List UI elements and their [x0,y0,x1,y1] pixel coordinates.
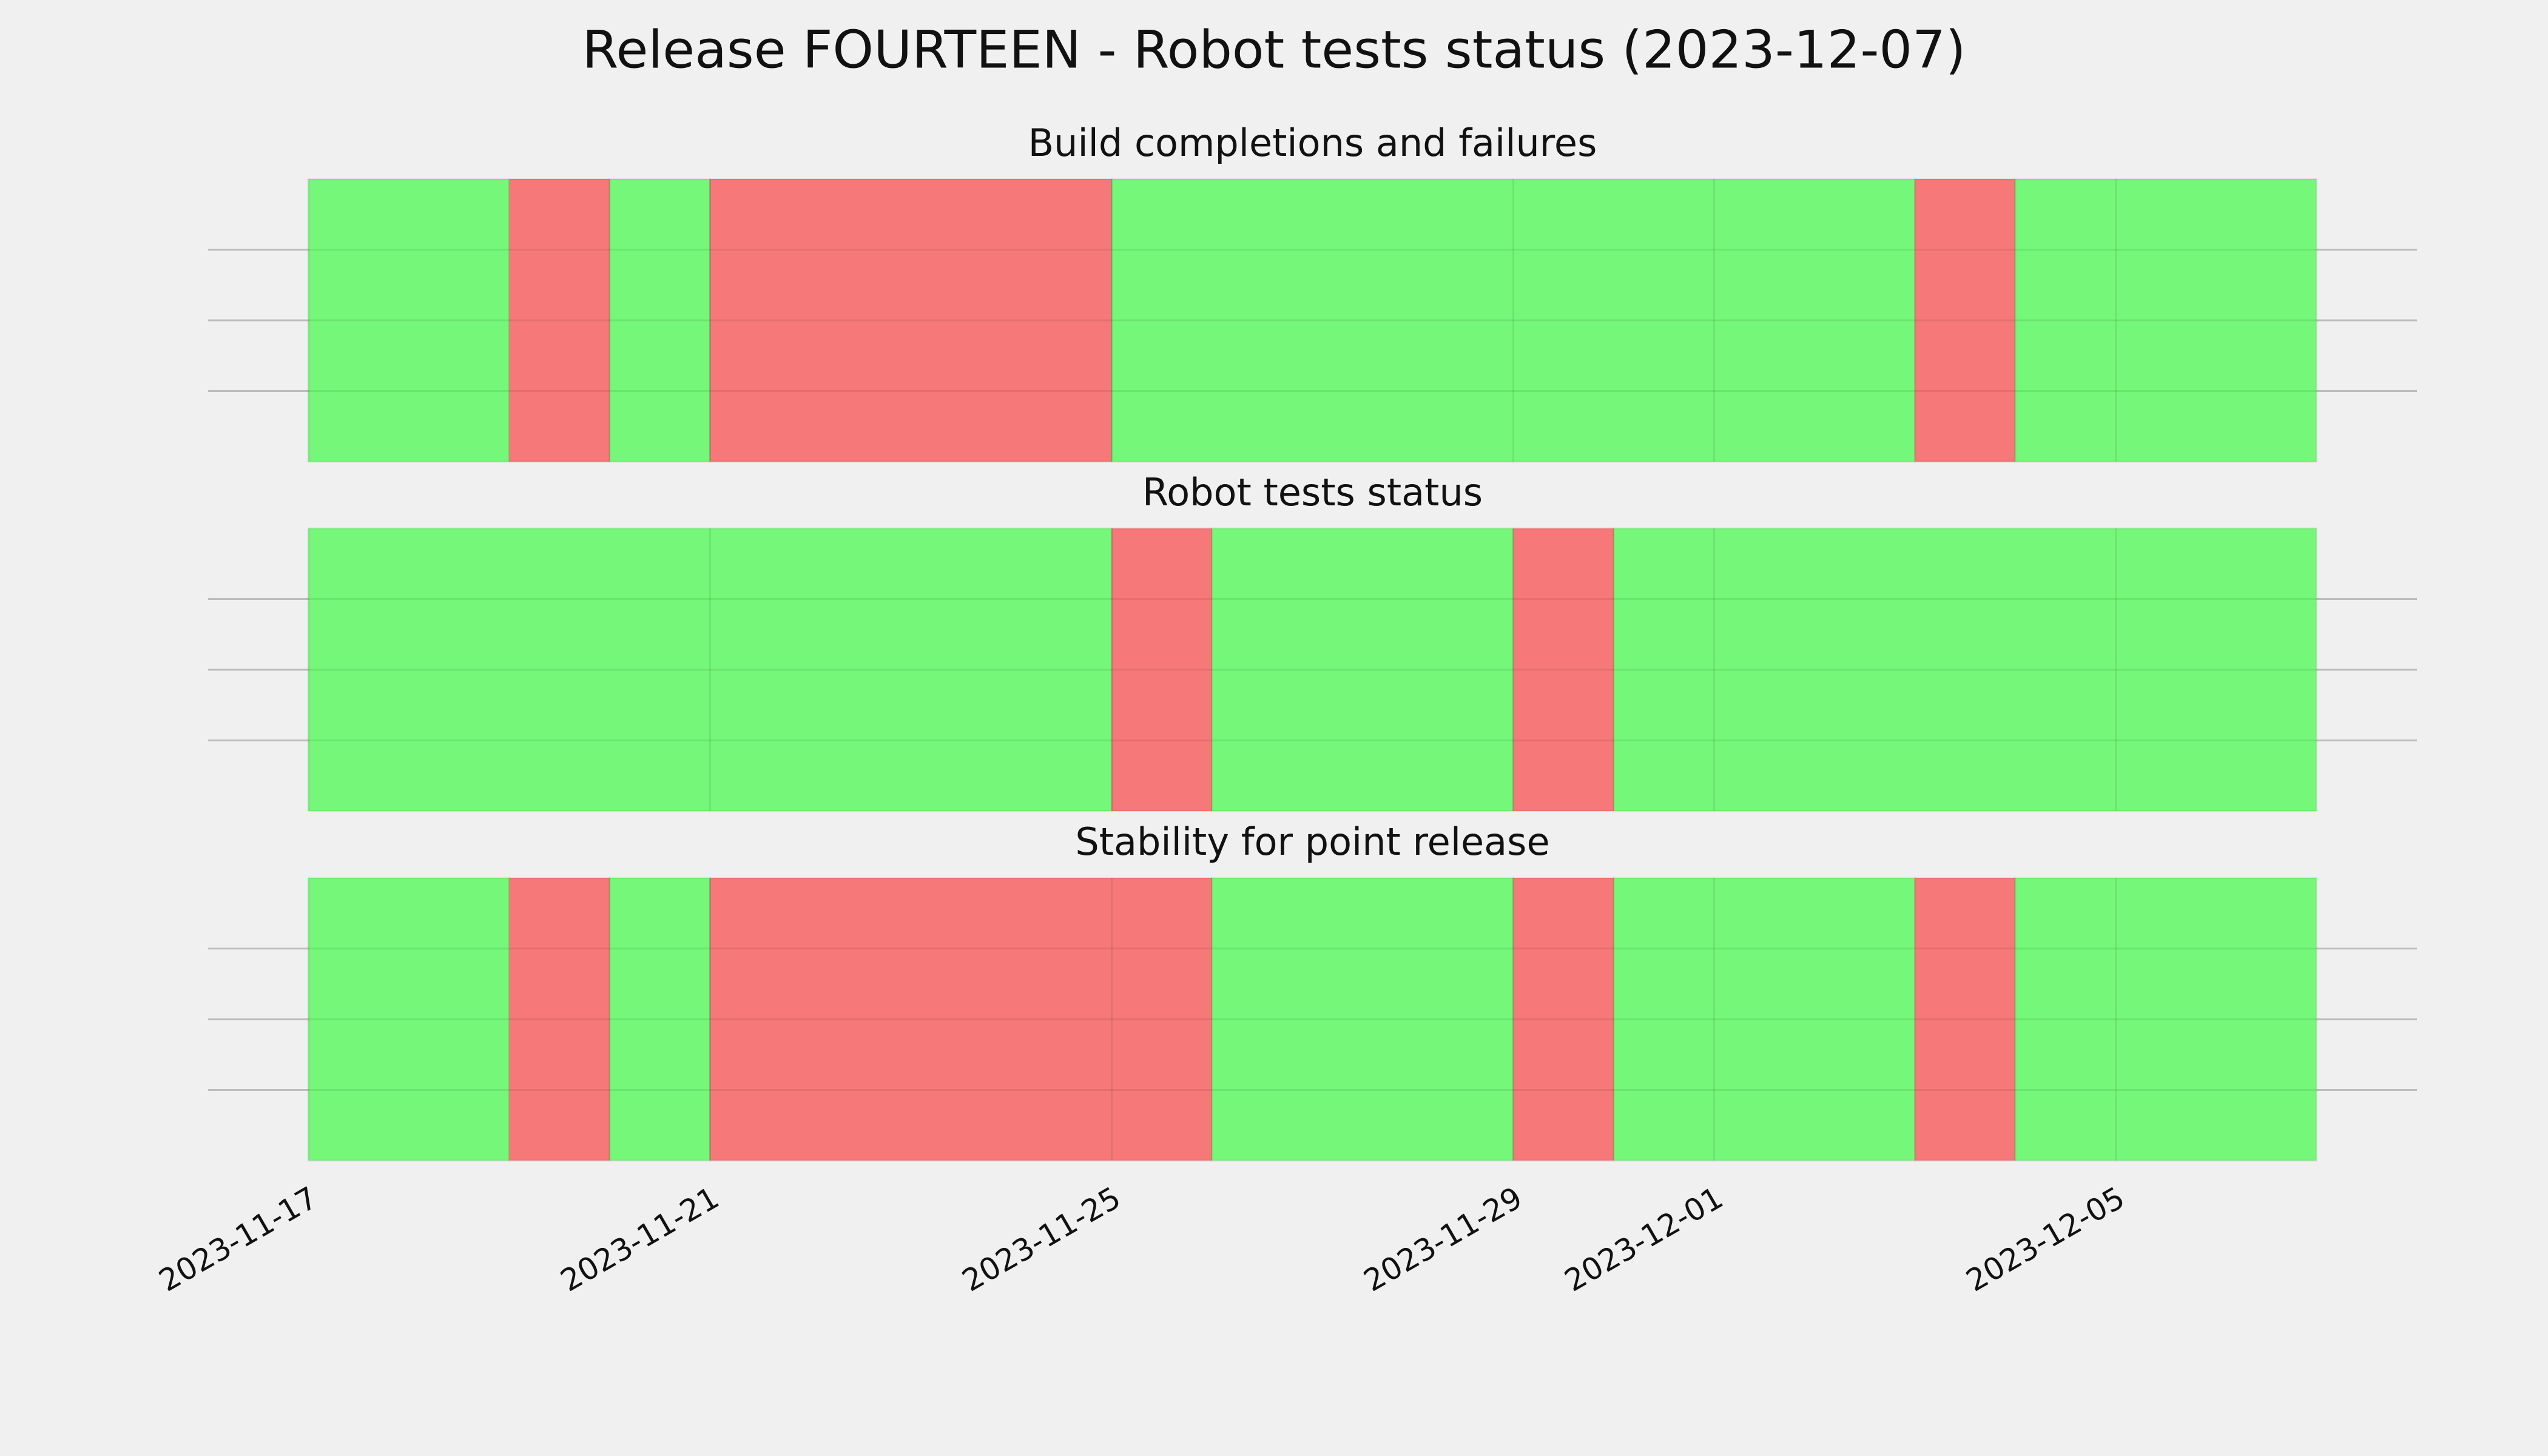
status-segment [1211,877,1514,1162]
panel-title: Build completions and failures [1028,121,1597,165]
status-segment [608,877,711,1162]
status-segment [1613,877,1916,1162]
status-segment [709,877,1213,1162]
status-segment [1211,527,1514,812]
status-segment [308,527,1113,812]
status-segment [1914,877,2017,1162]
status-segment [1111,178,1916,463]
panel-title: Robot tests status [1142,470,1483,514]
status-segment [1512,527,1615,812]
status-segment [308,178,510,463]
status-segment [1512,877,1615,1162]
status-segment [2014,178,2317,463]
status-segment [2014,877,2317,1162]
status-segment [308,877,510,1162]
status-segment [709,178,1113,463]
panel-title: Stability for point release [1075,820,1549,864]
chart-title: Release FOURTEEN - Robot tests status (2… [582,19,1966,80]
status-segment [508,877,611,1162]
status-segment [1914,178,2017,463]
status-segment [1613,527,2317,812]
